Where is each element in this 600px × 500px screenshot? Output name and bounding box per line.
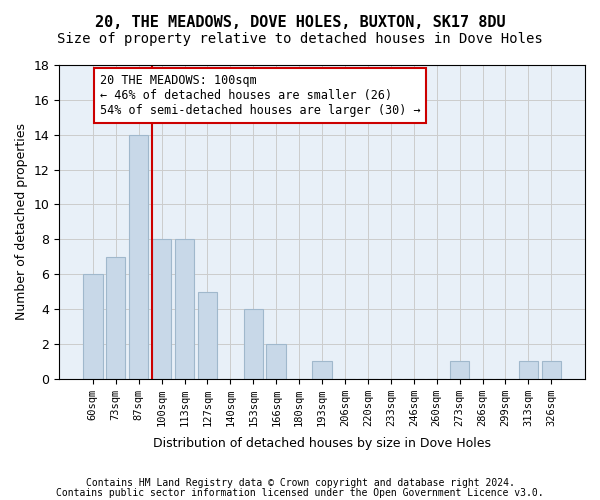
Bar (106, 256, 125, 378)
Text: 20, THE MEADOWS, DOVE HOLES, BUXTON, SK17 8DU: 20, THE MEADOWS, DOVE HOLES, BUXTON, SK1… (95, 15, 505, 30)
Bar (152, 240, 172, 378)
Bar (83, 274, 103, 378)
Text: Contains public sector information licensed under the Open Government Licence v3: Contains public sector information licen… (56, 488, 544, 498)
Bar (266, 344, 286, 378)
Bar (244, 309, 263, 378)
Bar (313, 361, 332, 378)
Text: Size of property relative to detached houses in Dove Holes: Size of property relative to detached ho… (57, 32, 543, 46)
Text: Contains HM Land Registry data © Crown copyright and database right 2024.: Contains HM Land Registry data © Crown c… (86, 478, 514, 488)
X-axis label: Distribution of detached houses by size in Dove Holes: Distribution of detached houses by size … (153, 437, 491, 450)
Y-axis label: Number of detached properties: Number of detached properties (15, 124, 28, 320)
Bar (129, 134, 148, 378)
Bar (175, 240, 194, 378)
Bar (197, 292, 217, 378)
Bar (542, 361, 561, 378)
Bar (450, 361, 469, 378)
Text: 20 THE MEADOWS: 100sqm
← 46% of detached houses are smaller (26)
54% of semi-det: 20 THE MEADOWS: 100sqm ← 46% of detached… (100, 74, 421, 116)
Bar (518, 361, 538, 378)
